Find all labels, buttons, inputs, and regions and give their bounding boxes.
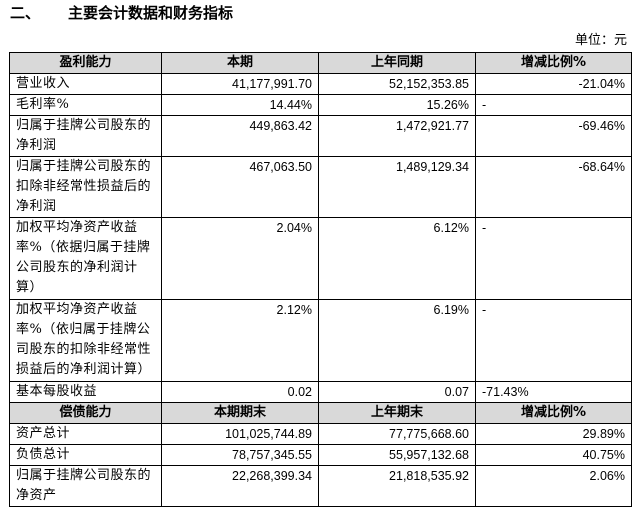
- row-change: -: [475, 299, 632, 382]
- row-change: -: [475, 94, 632, 116]
- row-item: 归属于挂牌公司股东的净利润: [9, 115, 162, 157]
- row-current: 449,863.42: [161, 115, 319, 157]
- row-previous: 0.07: [318, 381, 476, 403]
- row-item: 资产总计: [9, 423, 162, 445]
- row-change: -21.04%: [475, 73, 632, 95]
- table-row: 归属于挂牌公司股东的净资产 22,268,399.34 21,818,535.9…: [9, 465, 632, 507]
- header-profit-ability: 盈利能力: [9, 52, 162, 74]
- table-row: 加权平均净资产收益率%（依据归属于挂牌公司股东的净利润计算） 2.04% 6.1…: [9, 217, 632, 300]
- row-previous: 15.26%: [318, 94, 476, 116]
- table-row: 负债总计 78,757,345.55 55,957,132.68 40.75%: [9, 444, 632, 466]
- row-item: 归属于挂牌公司股东的净资产: [9, 465, 162, 507]
- row-current: 0.02: [161, 381, 319, 403]
- header-solvency: 偿债能力: [9, 402, 162, 424]
- row-change: -68.64%: [475, 156, 632, 218]
- table-row: 营业收入 41,177,991.70 52,152,353.85 -21.04%: [9, 73, 632, 95]
- row-item: 毛利率%: [9, 94, 162, 116]
- row-current: 41,177,991.70: [161, 73, 319, 95]
- header-previous-period: 上年同期: [318, 52, 476, 74]
- profit-header-row: 盈利能力 本期 上年同期 增减比例%: [9, 52, 632, 74]
- table-row: 归属于挂牌公司股东的扣除非经常性损益后的净利润 467,063.50 1,489…: [9, 156, 632, 218]
- row-current: 467,063.50: [161, 156, 319, 218]
- row-current: 2.04%: [161, 217, 319, 300]
- section-number: 二、: [10, 4, 41, 22]
- section-heading: 二、 主要会计数据和财务指标: [10, 3, 233, 23]
- row-previous: 6.19%: [318, 299, 476, 382]
- row-current: 101,025,744.89: [161, 423, 319, 445]
- row-current: 2.12%: [161, 299, 319, 382]
- row-previous: 55,957,132.68: [318, 444, 476, 466]
- row-previous: 52,152,353.85: [318, 73, 476, 95]
- row-previous: 1,472,921.77: [318, 115, 476, 157]
- row-change: 29.89%: [475, 423, 632, 445]
- header-period-end: 本期期末: [161, 402, 319, 424]
- row-change: -: [475, 217, 632, 300]
- table-row: 加权平均净资产收益率%（依归属于挂牌公司股东的扣除非经常性损益后的净利润计算） …: [9, 299, 632, 382]
- unit-label: 单位：元: [574, 33, 627, 48]
- row-item: 基本每股收益: [9, 381, 162, 403]
- row-previous: 6.12%: [318, 217, 476, 300]
- table-row: 毛利率% 14.44% 15.26% -: [9, 94, 632, 116]
- row-current: 14.44%: [161, 94, 319, 116]
- row-item: 负债总计: [9, 444, 162, 466]
- header-current-period: 本期: [161, 52, 319, 74]
- row-change: 2.06%: [475, 465, 632, 507]
- row-change: -71.43%: [475, 381, 632, 403]
- row-previous: 1,489,129.34: [318, 156, 476, 218]
- row-change: 40.75%: [475, 444, 632, 466]
- header-change-ratio: 增减比例%: [475, 402, 632, 424]
- financial-indicators-table: 盈利能力 本期 上年同期 增减比例% 营业收入 41,177,991.70 52…: [9, 52, 632, 507]
- header-change-ratio: 增减比例%: [475, 52, 632, 74]
- table-row: 资产总计 101,025,744.89 77,775,668.60 29.89%: [9, 423, 632, 445]
- table-row: 归属于挂牌公司股东的净利润 449,863.42 1,472,921.77 -6…: [9, 115, 632, 157]
- row-item: 营业收入: [9, 73, 162, 95]
- row-change: -69.46%: [475, 115, 632, 157]
- row-previous: 77,775,668.60: [318, 423, 476, 445]
- table-row: 基本每股收益 0.02 0.07 -71.43%: [9, 381, 632, 403]
- solvency-header-row: 偿债能力 本期期末 上年期末 增减比例%: [9, 402, 632, 424]
- row-item: 加权平均净资产收益率%（依归属于挂牌公司股东的扣除非经常性损益后的净利润计算）: [9, 299, 162, 382]
- row-current: 22,268,399.34: [161, 465, 319, 507]
- row-current: 78,757,345.55: [161, 444, 319, 466]
- section-title: 主要会计数据和财务指标: [68, 4, 234, 22]
- row-item: 归属于挂牌公司股东的扣除非经常性损益后的净利润: [9, 156, 162, 218]
- header-previous-period-end: 上年期末: [318, 402, 476, 424]
- row-previous: 21,818,535.92: [318, 465, 476, 507]
- row-item: 加权平均净资产收益率%（依据归属于挂牌公司股东的净利润计算）: [9, 217, 162, 300]
